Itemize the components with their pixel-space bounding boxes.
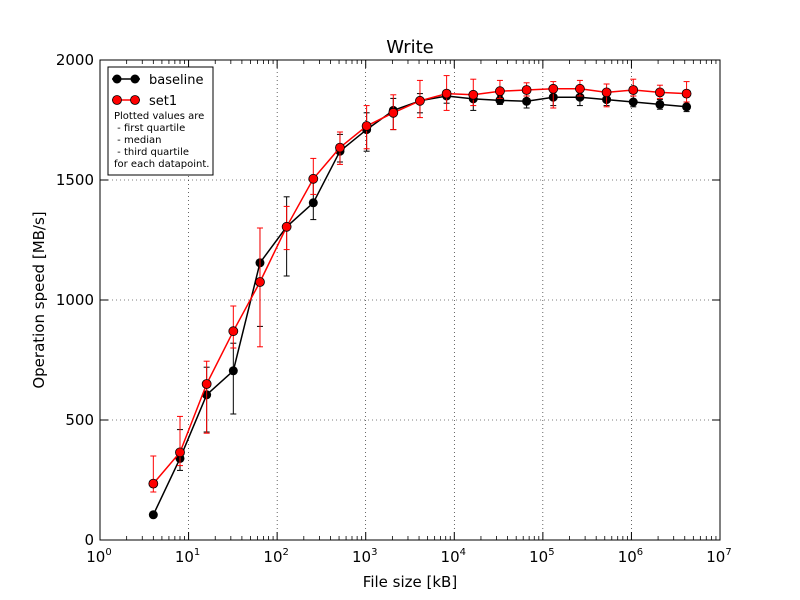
data-point-set1 <box>388 107 399 118</box>
data-point-set1 <box>521 85 532 95</box>
x-axis-label: File size [kB] <box>363 573 457 591</box>
data-point-baseline <box>308 198 318 208</box>
data-point-set1 <box>495 86 505 97</box>
legend-box <box>107 66 214 176</box>
x-tick-label: 100 <box>86 547 111 566</box>
legend-note-line: Plotted values are <box>114 111 204 122</box>
legend-label-baseline: baseline <box>149 73 203 88</box>
x-tick-label: 106 <box>618 547 643 566</box>
x-tick-label: 107 <box>706 547 731 566</box>
data-point-set1 <box>335 142 345 153</box>
data-point-baseline <box>628 97 638 107</box>
data-point-baseline <box>522 96 532 106</box>
data-point-set1 <box>281 221 292 232</box>
data-point-set1 <box>441 88 452 99</box>
data-point-set1 <box>575 83 585 94</box>
data-point-set1 <box>175 447 185 458</box>
legend-note-line: - first quartile <box>114 123 185 134</box>
legend-marker-baseline <box>112 74 122 84</box>
legend-marker-set1 <box>130 95 140 105</box>
data-point-set1 <box>468 89 479 100</box>
data-point-baseline <box>148 510 158 520</box>
chart-title: Write <box>386 37 434 58</box>
x-tick-label: 105 <box>529 547 554 566</box>
legend: baseline set1 Plotted values are - first… <box>107 66 214 176</box>
data-point-baseline <box>575 92 585 102</box>
legend-note-line: - third quartile <box>114 147 189 158</box>
x-tick-label: 104 <box>441 547 466 566</box>
y-tick-label: 500 <box>65 411 94 429</box>
data-point-set1 <box>415 95 425 106</box>
data-point-set1 <box>255 277 265 287</box>
data-point-set1 <box>148 478 159 489</box>
data-point-baseline <box>682 102 692 112</box>
legend-note-line: for each datapoint. <box>114 159 209 170</box>
y-axis-label: Operation speed [MB/s] <box>30 211 48 388</box>
data-point-set1 <box>681 88 692 99</box>
y-tick-label: 1000 <box>56 291 94 309</box>
y-tick-label: 2000 <box>56 51 94 69</box>
data-point-set1 <box>201 379 212 389</box>
x-tick-label: 101 <box>175 547 200 566</box>
x-tick-label: 103 <box>352 547 377 566</box>
legend-marker-set1 <box>112 95 122 105</box>
series-group <box>148 75 692 520</box>
data-point-baseline <box>228 366 238 376</box>
data-point-set1 <box>628 85 639 95</box>
y-tick-label: 1500 <box>56 171 94 189</box>
data-point-set1 <box>548 83 559 94</box>
series-set1 <box>148 75 692 493</box>
legend-label-set1: set1 <box>149 94 177 109</box>
legend-note-line: - median <box>114 135 161 146</box>
x-tick-label: 102 <box>263 547 288 566</box>
data-point-set1 <box>655 87 665 98</box>
data-point-set1 <box>308 173 319 184</box>
data-point-set1 <box>361 121 372 131</box>
ticks: 100 101 102 103 104 105 106 107 0 500 1000 1500 2000 <box>56 51 732 566</box>
y-tick-label: 0 <box>84 531 94 549</box>
data-point-set1 <box>228 326 239 337</box>
data-point-set1 <box>601 87 612 98</box>
data-point-baseline <box>655 99 665 109</box>
legend-marker-baseline <box>130 74 140 84</box>
